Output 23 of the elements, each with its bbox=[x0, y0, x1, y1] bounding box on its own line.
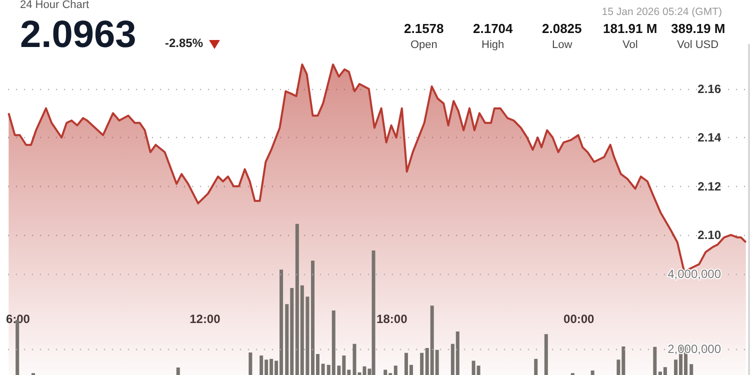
annotation: Vol USD bbox=[677, 39, 719, 51]
annotation: High bbox=[482, 39, 504, 51]
chart-title: 24 Hour Chart bbox=[20, 0, 90, 11]
y2-tick-label: 4,000,000 bbox=[668, 266, 722, 281]
text: 181.91 M bbox=[603, 21, 658, 36]
y-tick-label: 2.14 bbox=[698, 130, 722, 145]
y-tick-label: 2.10 bbox=[698, 228, 722, 242]
annotation: Low bbox=[552, 39, 572, 51]
text: 15 Jan 2026 05:24 (GMT) bbox=[602, 6, 722, 18]
annotation: Open bbox=[410, 39, 438, 51]
y-tick-label: 2.16 bbox=[698, 82, 722, 96]
text: 389.19 M bbox=[671, 21, 726, 36]
text: 2.0825 bbox=[542, 21, 582, 36]
y-tick-label: 2.12 bbox=[698, 179, 722, 194]
x-tick-label: 00:00 bbox=[564, 312, 595, 326]
x-tick-label: 12:00 bbox=[190, 312, 221, 326]
annotation: Vol bbox=[622, 39, 638, 51]
text: 2.1578 bbox=[404, 21, 444, 36]
x-tick-label: 6:00 bbox=[6, 312, 30, 326]
annotation: -2.85% bbox=[165, 36, 204, 50]
x-tick-label: 18:00 bbox=[376, 312, 408, 326]
text: 2.1704 bbox=[473, 21, 513, 36]
annotation: 2.0963 bbox=[20, 14, 136, 57]
